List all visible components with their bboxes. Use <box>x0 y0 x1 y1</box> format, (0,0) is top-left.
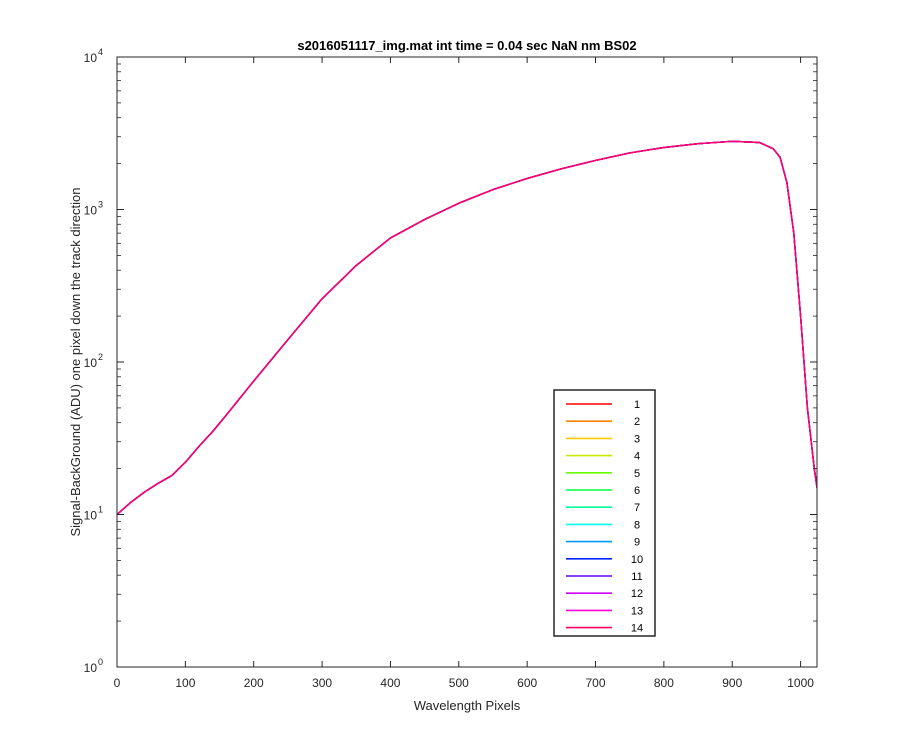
legend-label-3: 3 <box>634 433 640 445</box>
x-tick-label: 800 <box>654 676 674 690</box>
legend-label-8: 8 <box>634 519 640 531</box>
legend-label-11: 11 <box>631 571 642 583</box>
series-line-14 <box>117 140 817 516</box>
y-tick-exponent: 2 <box>98 352 103 362</box>
legend-label-6: 6 <box>634 485 640 497</box>
x-axis: 0 100 200 300 400 500 600 700 800 900 1000 <box>114 57 814 690</box>
legend-label-2: 2 <box>634 416 640 428</box>
x-tick-label: 0 <box>114 676 121 690</box>
legend-label-9: 9 <box>634 537 640 549</box>
series-layer <box>117 140 817 516</box>
x-tick-label: 1000 <box>787 676 814 690</box>
y-tick-label: 10 <box>84 661 98 675</box>
legend-label-14: 14 <box>631 623 643 635</box>
chart-title: s2016051117_img.mat int time = 0.04 sec … <box>297 38 636 53</box>
x-tick-label: 100 <box>175 676 195 690</box>
x-axis-label: Wavelength Pixels <box>414 698 521 713</box>
y-axis-label: Signal-BackGround (ADU) one pixel down t… <box>68 187 83 536</box>
legend-box <box>553 389 656 637</box>
x-tick-label: 700 <box>586 676 606 690</box>
y-tick-exponent: 4 <box>98 47 103 57</box>
y-tick-label: 10 <box>84 204 98 218</box>
legend-label-4: 4 <box>634 451 640 463</box>
x-tick-label: 900 <box>722 676 742 690</box>
x-tick-label: 600 <box>517 676 537 690</box>
legend-label-7: 7 <box>634 502 640 514</box>
legend-label-1: 1 <box>634 399 640 411</box>
axes-background <box>117 57 817 667</box>
y-tick-label: 10 <box>84 509 98 523</box>
y-tick-label: 10 <box>84 356 98 370</box>
y-tick-exponent: 1 <box>98 505 103 515</box>
legend-label-13: 13 <box>631 605 643 617</box>
y-tick-label: 10 <box>84 51 98 65</box>
x-tick-label: 400 <box>380 676 400 690</box>
y-tick-exponent: 3 <box>98 200 103 210</box>
legend-label-10: 10 <box>631 554 643 566</box>
legend-label-5: 5 <box>634 468 640 480</box>
legend-label-12: 12 <box>631 588 643 600</box>
x-tick-label: 200 <box>244 676 264 690</box>
x-tick-label: 500 <box>449 676 469 690</box>
y-tick-exponent: 0 <box>98 657 103 667</box>
x-tick-label: 300 <box>312 676 332 690</box>
